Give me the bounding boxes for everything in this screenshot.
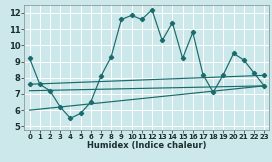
X-axis label: Humidex (Indice chaleur): Humidex (Indice chaleur): [87, 141, 207, 150]
